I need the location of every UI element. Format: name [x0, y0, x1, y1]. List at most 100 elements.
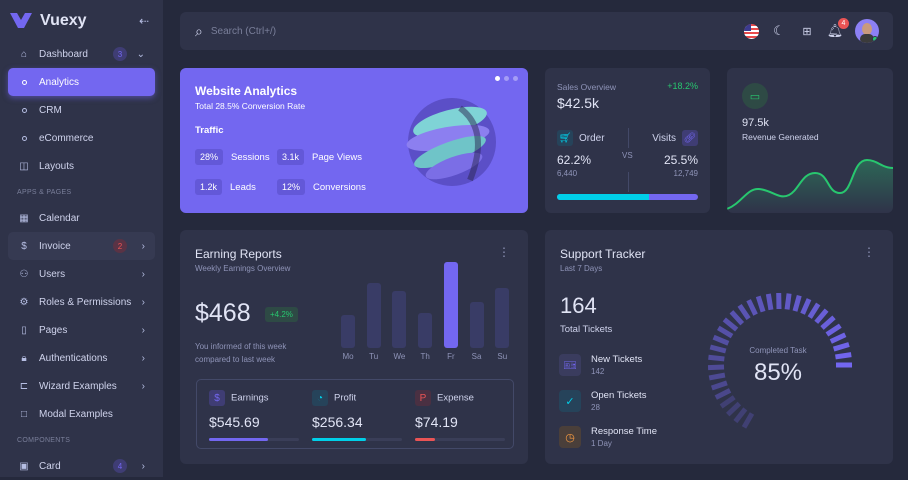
wizard-icon: ⊏ [18, 380, 30, 392]
revenue-label: Revenue Generated [742, 132, 819, 142]
card-title: Sales Overview [557, 82, 616, 92]
lock-icon: 🔒︎ [18, 352, 30, 364]
ticket-icon: 🎫︎ [559, 354, 581, 376]
progress-track [209, 438, 299, 441]
sidebar-item-pages[interactable]: ▯Pages› [8, 316, 155, 344]
website-analytics-card: Website Analytics Total 28.5% Conversion… [180, 68, 528, 213]
sidebar-item-users[interactable]: ⚇ Users › [8, 260, 155, 288]
stat-sessions: 28%Sessions [195, 149, 270, 165]
order-percent: 62.2% [557, 153, 591, 167]
gauge-segment [834, 344, 849, 349]
gauge-segment [714, 337, 729, 343]
collapse-menu-icon[interactable]: ⇠ [139, 14, 149, 28]
indicator-dot[interactable] [504, 76, 509, 81]
indicator-dot[interactable] [495, 76, 500, 81]
more-vertical-icon[interactable]: ⋮ [863, 245, 875, 259]
visits-count: 12,749 [674, 169, 698, 178]
bar-we[interactable] [392, 291, 406, 348]
bar-label: Mo [335, 352, 361, 361]
item-value: 1 Day [591, 439, 657, 448]
bell-icon[interactable]: 🔔︎4 [827, 23, 843, 39]
order-progress-fill [557, 194, 649, 200]
gauge-segment [758, 296, 763, 311]
stat-label: Conversions [313, 182, 366, 193]
sidebar-item-roles[interactable]: ⚙Roles & Permissions› [8, 288, 155, 316]
calendar-icon: ▦ [18, 212, 30, 224]
label: eCommerce [39, 133, 93, 144]
users-icon: ⚇ [18, 268, 30, 280]
bar-mo[interactable] [341, 315, 355, 348]
bar-th[interactable] [418, 313, 432, 348]
label: Roles & Permissions [39, 297, 131, 308]
sidebar-item-crm[interactable]: CRM [8, 96, 155, 124]
card-title: Website Analytics [195, 84, 297, 98]
sidebar-item-analytics[interactable]: Analytics [8, 68, 155, 96]
progress-track [415, 438, 505, 441]
chevron-right-icon: › [142, 269, 145, 280]
label: Users [39, 269, 65, 280]
gauge-segment [724, 319, 736, 329]
bar-tu[interactable] [367, 283, 381, 348]
bar-label: Sa [464, 352, 490, 361]
gauge-segment [803, 299, 809, 314]
gauge-segment [735, 409, 745, 422]
apps-grid-icon[interactable]: ⊞ [799, 23, 815, 39]
id-card-icon: ▣ [18, 460, 30, 472]
item-label: Response Time [591, 426, 657, 437]
label: Calendar [39, 213, 80, 224]
bar-label: Fr [438, 352, 464, 361]
carousel-indicators[interactable] [495, 76, 518, 81]
note-line: You informed of this week [195, 340, 286, 353]
section-apps-pages: APPS & PAGES [17, 180, 163, 204]
gauge-segment [710, 347, 725, 351]
more-vertical-icon[interactable]: ⋮ [498, 245, 510, 259]
vuexy-logo-icon [10, 13, 32, 29]
app-name: Vuexy [40, 12, 87, 30]
label: Authentications [39, 353, 107, 364]
item-value: 28 [591, 403, 646, 412]
clock-icon: ◷ [559, 426, 581, 448]
sidebar-item-layouts[interactable]: ◫Layouts [8, 152, 155, 180]
section-components: COMPONENTS [17, 428, 163, 452]
top-navbar: ⌕Search (Ctrl+/) ☾ ⊞ 🔔︎4 [180, 12, 893, 50]
total-tickets-label: Total Tickets [560, 324, 612, 335]
revenue-area-chart [727, 148, 893, 213]
sidebar-item-calendar[interactable]: ▦ Calendar [8, 204, 155, 232]
chart-pie-icon: ◔ [312, 390, 328, 406]
response-time-item: ◷ Response Time 1 Day [559, 426, 657, 448]
item-label: New Tickets [591, 354, 642, 365]
stat-value: 28% [195, 149, 223, 165]
gauge-segment [728, 404, 740, 415]
3d-sphere-illustration [400, 90, 500, 190]
sidebar-item-authentications[interactable]: 🔒︎Authentications› [8, 344, 155, 372]
moon-icon[interactable]: ☾ [771, 23, 787, 39]
layout-icon: ◫ [18, 160, 30, 172]
bar-fr[interactable] [444, 262, 458, 348]
notification-count: 4 [838, 18, 849, 29]
logo[interactable]: Vuexy [10, 12, 87, 30]
bar-su[interactable] [495, 288, 509, 348]
order-visits-progress [557, 194, 698, 200]
gauge-segment [731, 312, 742, 324]
sidebar-item-modal[interactable]: □Modal Examples [8, 400, 155, 428]
us-flag-icon[interactable] [743, 23, 759, 39]
item-value: 142 [591, 367, 642, 376]
sidebar-item-wizard[interactable]: ⊏Wizard Examples› [8, 372, 155, 400]
indicator-dot[interactable] [513, 76, 518, 81]
note-line: compared to last week [195, 353, 286, 366]
support-tracker-card: Support Tracker Last 7 Days ⋮ 164 Total … [545, 230, 893, 464]
search-input[interactable]: ⌕Search (Ctrl+/) [195, 23, 276, 40]
sidebar-item-ecommerce[interactable]: eCommerce [8, 124, 155, 152]
file-icon: ▯ [18, 324, 30, 336]
bar-sa[interactable] [470, 302, 484, 348]
credit-card-icon: ▭ [742, 83, 768, 109]
chevron-right-icon: › [142, 241, 145, 252]
avatar[interactable] [855, 19, 879, 43]
